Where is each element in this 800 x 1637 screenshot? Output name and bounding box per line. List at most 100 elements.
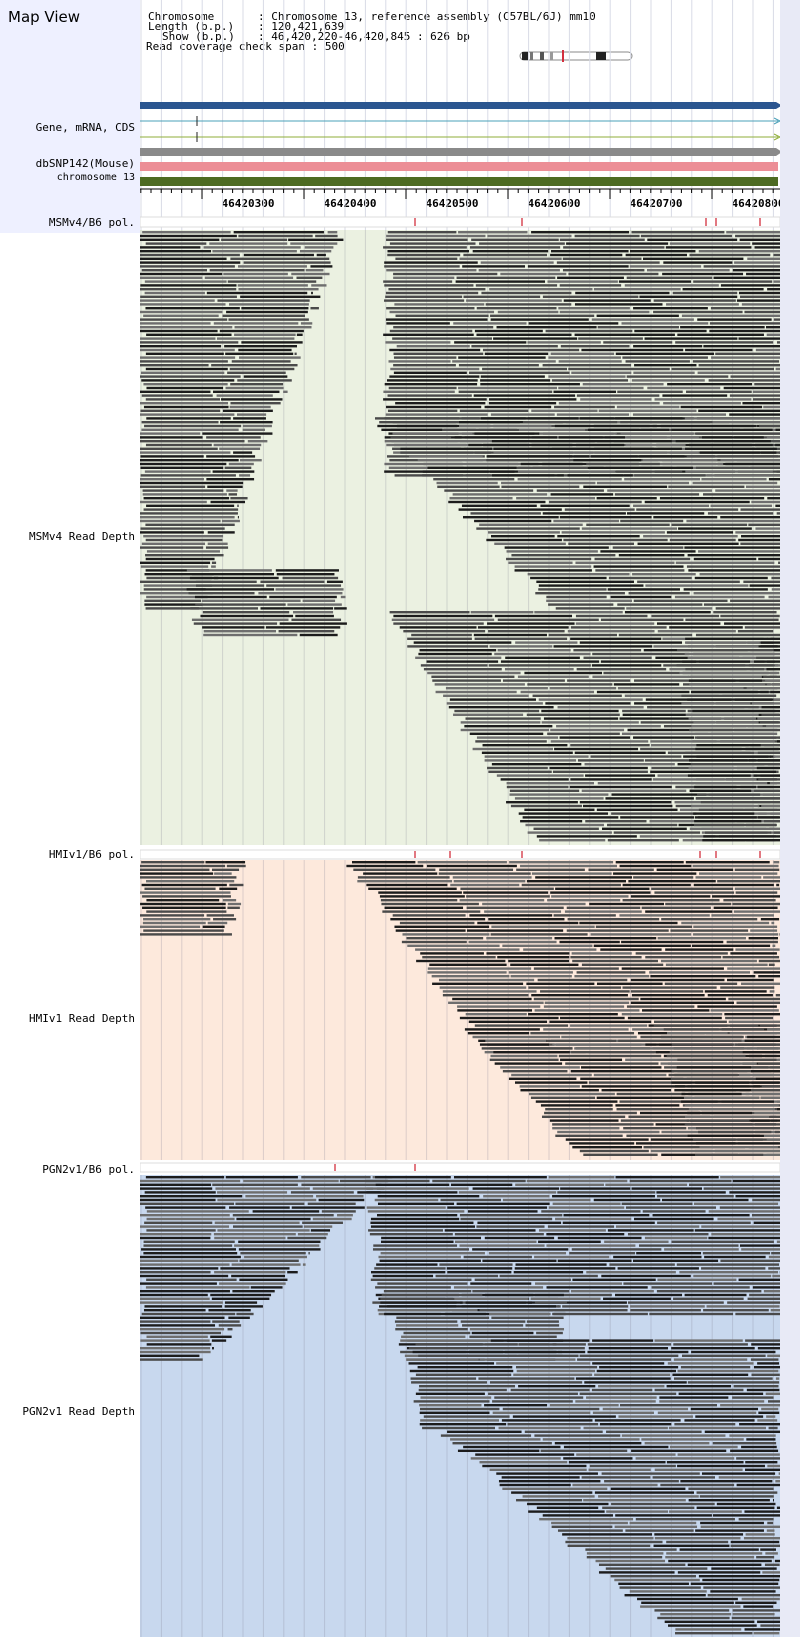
- read: [243, 1179, 339, 1183]
- read: [442, 994, 529, 997]
- read: [515, 1081, 588, 1084]
- read: [591, 455, 685, 458]
- read: [729, 1434, 776, 1437]
- read: [437, 485, 500, 488]
- read: [513, 1271, 584, 1274]
- read: [761, 713, 797, 716]
- read: [677, 1058, 777, 1061]
- read: [744, 1628, 784, 1631]
- read: [557, 535, 640, 538]
- read: [596, 690, 690, 694]
- chromosome-ideogram[interactable]: [518, 50, 638, 62]
- read: [673, 1377, 773, 1380]
- read: [555, 607, 625, 610]
- read: [463, 253, 548, 257]
- read: [671, 367, 775, 371]
- read: [530, 1096, 596, 1099]
- read: [616, 1108, 699, 1111]
- read: [681, 921, 770, 925]
- read: [212, 470, 255, 473]
- read: [697, 793, 761, 796]
- genome-browser-canvas[interactable]: [140, 0, 800, 1637]
- read: [720, 516, 796, 519]
- read: [517, 675, 589, 678]
- read: [761, 804, 795, 808]
- read: [219, 1282, 286, 1285]
- read: [720, 459, 794, 462]
- read: [435, 1274, 499, 1278]
- read: [206, 478, 255, 481]
- read: [375, 1286, 451, 1289]
- read: [562, 1305, 629, 1308]
- read: [140, 238, 220, 241]
- read: [419, 1404, 482, 1407]
- read: [589, 902, 664, 906]
- read: [457, 1009, 533, 1012]
- read: [636, 508, 739, 511]
- read: [664, 982, 738, 985]
- read: [145, 538, 223, 542]
- read: [626, 436, 699, 439]
- read: [487, 531, 560, 534]
- read: [736, 1457, 781, 1460]
- read: [393, 352, 484, 355]
- read: [660, 1035, 744, 1039]
- read: [634, 364, 697, 367]
- read: [517, 478, 622, 481]
- read: [681, 702, 751, 705]
- read: [386, 269, 477, 272]
- read: [374, 1198, 439, 1202]
- read: [472, 1187, 560, 1190]
- read: [141, 421, 219, 424]
- read: [596, 481, 690, 485]
- read: [420, 1396, 492, 1399]
- read: [372, 1274, 434, 1278]
- read: [579, 801, 672, 804]
- read: [713, 276, 786, 279]
- read: [278, 630, 335, 633]
- read: [143, 588, 206, 591]
- read: [702, 1252, 771, 1255]
- read: [657, 1221, 751, 1224]
- read: [384, 1312, 487, 1316]
- read: [419, 1385, 516, 1388]
- read: [746, 1438, 776, 1441]
- read: [634, 329, 707, 333]
- read: [553, 914, 616, 917]
- read: [193, 622, 278, 625]
- read: [142, 489, 224, 492]
- read: [311, 291, 313, 295]
- read: [381, 1293, 483, 1297]
- read: [140, 1236, 211, 1240]
- read: [287, 1236, 327, 1240]
- read: [758, 778, 799, 781]
- read: [633, 345, 703, 348]
- read: [525, 1324, 560, 1327]
- read: [560, 1187, 631, 1190]
- read: [564, 910, 642, 913]
- show-info: Show (b.p.): 46,420,220-46,420,845 : 626…: [148, 31, 470, 42]
- read: [241, 307, 309, 310]
- read: [237, 284, 308, 287]
- read: [592, 1411, 654, 1414]
- read: [490, 318, 589, 321]
- read: [496, 326, 597, 329]
- read: [140, 864, 226, 868]
- read: [445, 687, 548, 690]
- read: [219, 329, 304, 333]
- read: [334, 607, 347, 610]
- read: [486, 952, 570, 955]
- hmi-pol-label: HMIv1/B6 pol.: [48, 848, 135, 861]
- read: [205, 861, 246, 864]
- read: [488, 1252, 567, 1255]
- read: [676, 664, 774, 667]
- snp-bar: [140, 162, 778, 171]
- read: [740, 295, 794, 298]
- read: [487, 766, 548, 770]
- read: [140, 322, 211, 325]
- read: [307, 1202, 356, 1205]
- read: [642, 459, 718, 462]
- read: [458, 1305, 557, 1308]
- read: [690, 1407, 759, 1411]
- read: [544, 1111, 637, 1115]
